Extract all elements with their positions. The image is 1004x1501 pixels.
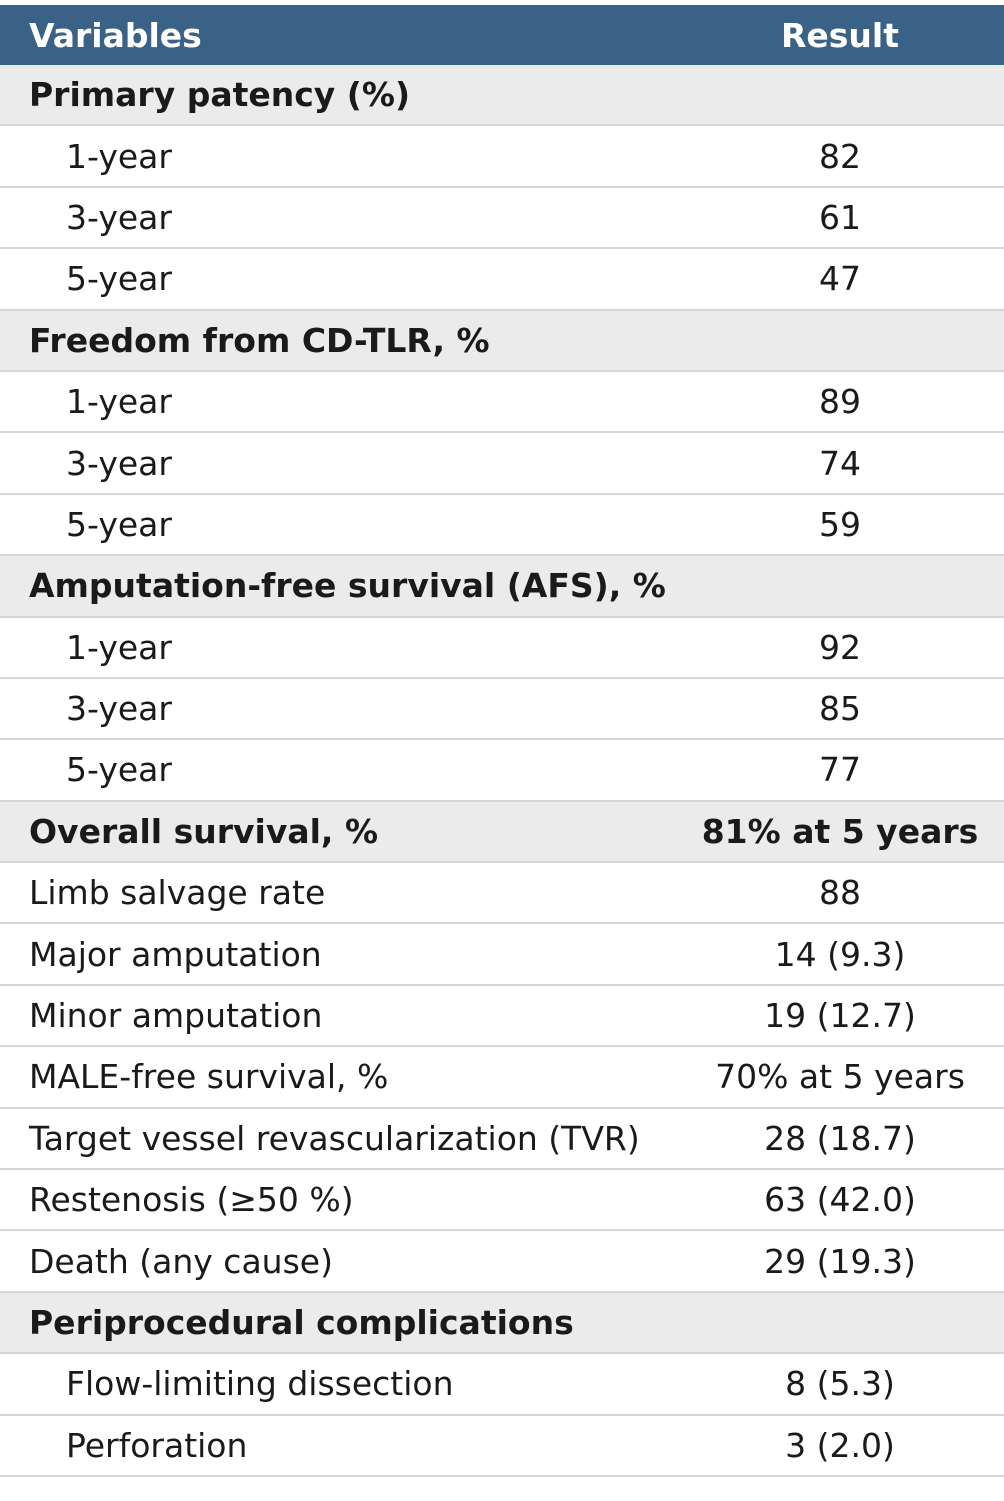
table-row: Limb salvage rate 88 — [0, 863, 1004, 925]
table-row: 5-year 47 — [0, 249, 1004, 311]
header-variables: Variables — [29, 15, 202, 55]
row-label: MALE-free survival, % — [29, 1057, 389, 1097]
table-row: Perforation 3 (2.0) — [0, 1416, 1004, 1477]
table-section-row: Periprocedural complications — [0, 1292, 1004, 1355]
row-value: 47 — [819, 259, 861, 299]
row-value: 70% at 5 years — [715, 1057, 965, 1097]
row-label: Death (any cause) — [29, 1241, 333, 1281]
row-label: Freedom from CD-TLR, % — [29, 320, 490, 360]
row-value: 89 — [819, 382, 861, 422]
table-section-row: Amputation-free survival (AFS), % — [0, 556, 1004, 618]
row-value: 77 — [819, 750, 861, 790]
row-value: 92 — [819, 627, 861, 667]
table-row: 5-year 59 — [0, 495, 1004, 557]
row-value: 63 (42.0) — [764, 1180, 916, 1220]
table-header: Variables Result — [0, 5, 1004, 65]
table-row: Flow-limiting dissection 8 (5.3) — [0, 1354, 1004, 1416]
table-section-row: Freedom from CD-TLR, % — [0, 310, 1004, 372]
table-row: 3-year 85 — [0, 679, 1004, 741]
table-row: 5-year 77 — [0, 740, 1004, 802]
table-row: 3-year 74 — [0, 433, 1004, 495]
row-label: 1-year — [66, 136, 172, 176]
row-value: 29 (19.3) — [764, 1241, 916, 1281]
row-label: Overall survival, % — [29, 811, 379, 851]
row-value: 61 — [819, 197, 861, 237]
table-row: 1-year 82 — [0, 126, 1004, 188]
table-body: Primary patency (%) 1-year 82 3-year 61 5-yea… — [0, 65, 1004, 1477]
row-label: Limb salvage rate — [29, 873, 326, 913]
row-label: 1-year — [66, 382, 172, 422]
table-row: Major amputation 14 (9.3) — [0, 924, 1004, 986]
row-label: 5-year — [66, 259, 172, 299]
row-label: Primary patency (%) — [29, 75, 411, 115]
row-label: Minor amputation — [29, 996, 323, 1036]
row-value: 74 — [819, 443, 861, 483]
row-value: 14 (9.3) — [774, 934, 906, 974]
table-row: Target vessel revascularization (TVR) 28 … — [0, 1109, 1004, 1171]
row-label: 1-year — [66, 627, 172, 667]
row-value: 88 — [819, 873, 861, 913]
table-row: 1-year 92 — [0, 618, 1004, 679]
table-row: MALE-free survival, % 70% at 5 years — [0, 1047, 1004, 1109]
row-value: 8 (5.3) — [785, 1364, 895, 1404]
row-label: Perforation — [66, 1425, 248, 1465]
row-label: Restenosis (≥50 %) — [29, 1180, 354, 1220]
row-label: 3-year — [66, 197, 172, 237]
table-section-row: Overall survival, % 81% at 5 years — [0, 801, 1004, 864]
header-result: Result — [780, 15, 899, 55]
table-row: Minor amputation 19 (12.7) — [0, 986, 1004, 1048]
table-row: 3-year 61 — [0, 188, 1004, 250]
table-row: Death (any cause) 29 (19.3) — [0, 1231, 1004, 1293]
row-value: 3 (2.0) — [785, 1425, 895, 1465]
row-label: 5-year — [66, 504, 172, 544]
table-section-row: Primary patency (%) — [0, 65, 1004, 127]
table-row: 1-year 89 — [0, 372, 1004, 434]
row-value: 81% at 5 years — [701, 811, 979, 851]
row-value: 28 (18.7) — [764, 1118, 916, 1158]
row-value: 59 — [819, 504, 861, 544]
row-value: 19 (12.7) — [764, 996, 916, 1036]
row-label: 3-year — [66, 443, 172, 483]
row-label: Flow-limiting dissection — [66, 1364, 454, 1404]
table-row: Restenosis (≥50 %) 63 (42.0) — [0, 1170, 1004, 1232]
row-label: 3-year — [66, 689, 172, 729]
row-label: Periprocedural complications — [29, 1303, 574, 1342]
row-label: 5-year — [66, 750, 172, 790]
row-value: 82 — [819, 136, 861, 176]
row-label: Major amputation — [29, 934, 322, 974]
row-label: Amputation-free survival (AFS), % — [29, 566, 666, 606]
row-label: Target vessel revascularization (TVR) — [29, 1118, 640, 1158]
row-value: 85 — [819, 689, 861, 729]
results-table: Variables Result Primary patency (%) 1-ye… — [0, 5, 1004, 1477]
